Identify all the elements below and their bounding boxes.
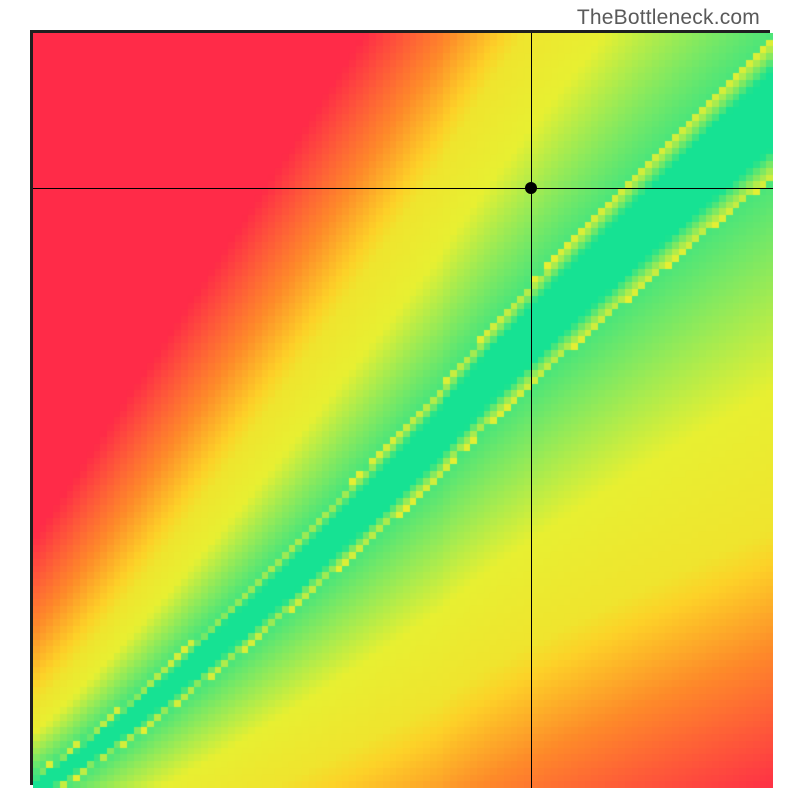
watermark-text: TheBottleneck.com — [577, 6, 760, 30]
crosshair-vertical — [531, 33, 532, 788]
chart-container: TheBottleneck.com — [0, 0, 800, 800]
crosshair-horizontal — [33, 188, 773, 189]
heatmap-canvas — [33, 33, 773, 788]
plot-area — [30, 30, 770, 785]
crosshair-marker — [525, 182, 537, 194]
